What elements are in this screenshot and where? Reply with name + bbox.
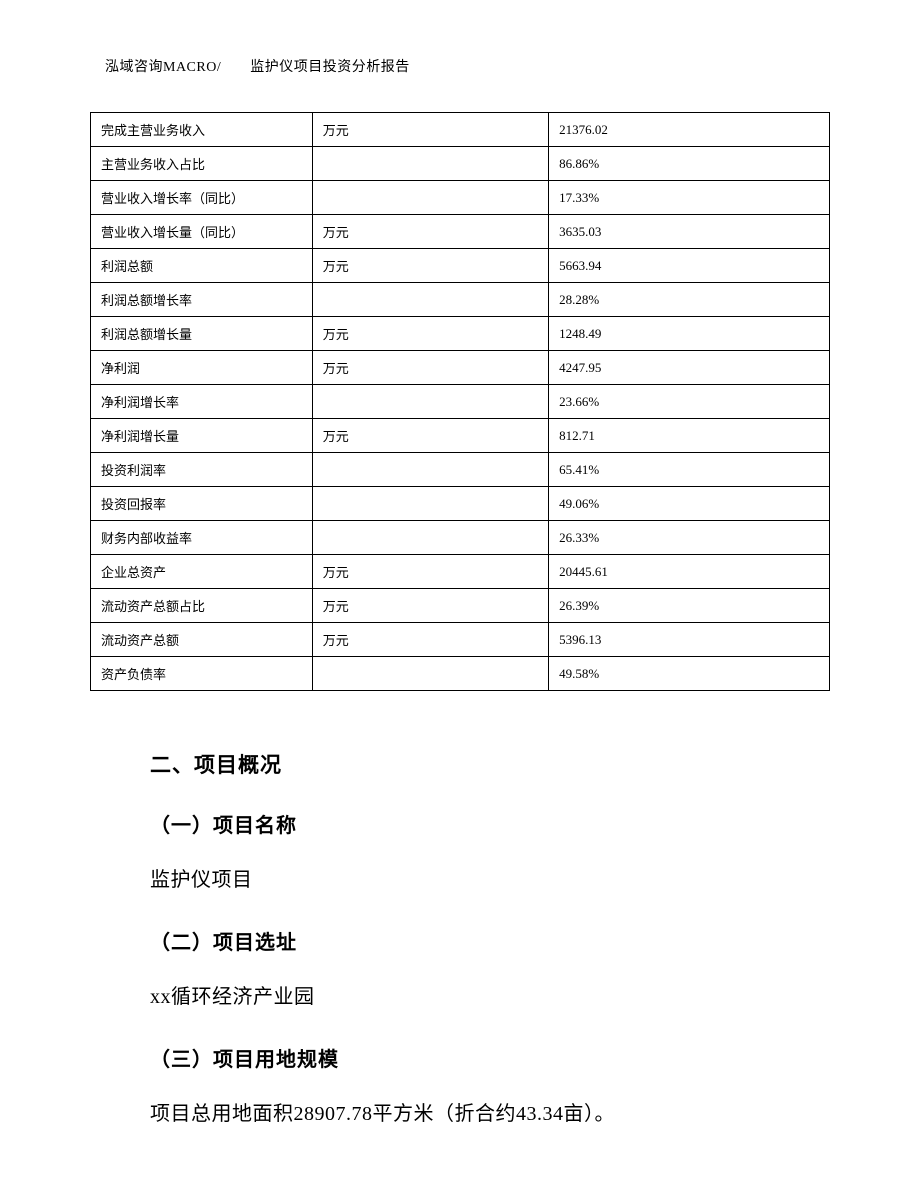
subsection-3-heading: （三）项目用地规模 [150, 1043, 830, 1072]
table-cell-unit [312, 147, 548, 181]
table-cell-label: 企业总资产 [91, 555, 313, 589]
table-row: 资产负债率 49.58% [91, 657, 830, 691]
table-cell-value: 28.28% [549, 283, 830, 317]
table-cell-value: 26.33% [549, 521, 830, 555]
table-row: 主营业务收入占比 86.86% [91, 147, 830, 181]
table-row: 流动资产总额占比万元26.39% [91, 589, 830, 623]
table-row: 企业总资产万元20445.61 [91, 555, 830, 589]
table-row: 投资利润率 65.41% [91, 453, 830, 487]
table-cell-value: 17.33% [549, 181, 830, 215]
table-cell-label: 净利润增长量 [91, 419, 313, 453]
table-row: 利润总额万元5663.94 [91, 249, 830, 283]
table-row: 财务内部收益率 26.33% [91, 521, 830, 555]
table-cell-value: 1248.49 [549, 317, 830, 351]
table-cell-unit: 万元 [312, 623, 548, 657]
table-row: 营业收入增长量（同比）万元3635.03 [91, 215, 830, 249]
table-cell-unit [312, 487, 548, 521]
table-cell-value: 21376.02 [549, 113, 830, 147]
page-header: 泓域咨询MACRO/ 监护仪项目投资分析报告 [105, 56, 410, 76]
table-row: 净利润增长量万元812.71 [91, 419, 830, 453]
table-row: 营业收入增长率（同比） 17.33% [91, 181, 830, 215]
subsection-3-text: 项目总用地面积28907.78平方米（折合约43.34亩）。 [150, 1098, 830, 1130]
table-cell-value: 3635.03 [549, 215, 830, 249]
table-row: 利润总额增长量万元1248.49 [91, 317, 830, 351]
table-row: 净利润增长率 23.66% [91, 385, 830, 419]
table-cell-label: 营业收入增长量（同比） [91, 215, 313, 249]
table-cell-unit: 万元 [312, 555, 548, 589]
table-cell-value: 49.58% [549, 657, 830, 691]
table-cell-label: 流动资产总额 [91, 623, 313, 657]
subsection-2-text: xx循环经济产业园 [150, 981, 830, 1013]
financial-table: 完成主营业务收入万元21376.02主营业务收入占比86.86%营业收入增长率（… [90, 112, 830, 691]
table-row: 利润总额增长率 28.28% [91, 283, 830, 317]
table-cell-value: 23.66% [549, 385, 830, 419]
table-cell-label: 主营业务收入占比 [91, 147, 313, 181]
table-cell-unit [312, 521, 548, 555]
section-2-heading: 二、项目概况 [150, 749, 830, 779]
table-cell-value: 86.86% [549, 147, 830, 181]
table-cell-unit: 万元 [312, 419, 548, 453]
header-text: 泓域咨询MACRO/ 监护仪项目投资分析报告 [105, 60, 410, 75]
table-cell-label: 利润总额增长率 [91, 283, 313, 317]
table-cell-value: 812.71 [549, 419, 830, 453]
table-cell-value: 5663.94 [549, 249, 830, 283]
table-cell-label: 净利润 [91, 351, 313, 385]
table-cell-unit [312, 657, 548, 691]
subsection-2-heading: （二）项目选址 [150, 926, 830, 955]
table-row: 净利润万元4247.95 [91, 351, 830, 385]
table-cell-value: 26.39% [549, 589, 830, 623]
table-cell-value: 4247.95 [549, 351, 830, 385]
table-row: 流动资产总额万元5396.13 [91, 623, 830, 657]
table-cell-unit: 万元 [312, 249, 548, 283]
table-cell-label: 营业收入增长率（同比） [91, 181, 313, 215]
table-cell-unit: 万元 [312, 351, 548, 385]
subsection-1-heading: （一）项目名称 [150, 809, 830, 838]
table-cell-label: 完成主营业务收入 [91, 113, 313, 147]
table-cell-unit: 万元 [312, 317, 548, 351]
table-row: 完成主营业务收入万元21376.02 [91, 113, 830, 147]
table-cell-unit: 万元 [312, 215, 548, 249]
table-cell-value: 5396.13 [549, 623, 830, 657]
table-cell-label: 投资利润率 [91, 453, 313, 487]
table-cell-label: 流动资产总额占比 [91, 589, 313, 623]
table-cell-label: 资产负债率 [91, 657, 313, 691]
table-cell-label: 净利润增长率 [91, 385, 313, 419]
table-cell-label: 投资回报率 [91, 487, 313, 521]
table-cell-value: 20445.61 [549, 555, 830, 589]
table-cell-unit [312, 385, 548, 419]
table-cell-unit: 万元 [312, 113, 548, 147]
table-cell-label: 财务内部收益率 [91, 521, 313, 555]
table-cell-unit [312, 283, 548, 317]
table-cell-unit: 万元 [312, 589, 548, 623]
page-content: 完成主营业务收入万元21376.02主营业务收入占比86.86%营业收入增长率（… [90, 112, 830, 1130]
table-cell-unit [312, 453, 548, 487]
table-cell-value: 65.41% [549, 453, 830, 487]
table-cell-label: 利润总额 [91, 249, 313, 283]
table-cell-value: 49.06% [549, 487, 830, 521]
table-cell-unit [312, 181, 548, 215]
subsection-1-text: 监护仪项目 [150, 864, 830, 896]
table-row: 投资回报率 49.06% [91, 487, 830, 521]
table-cell-label: 利润总额增长量 [91, 317, 313, 351]
